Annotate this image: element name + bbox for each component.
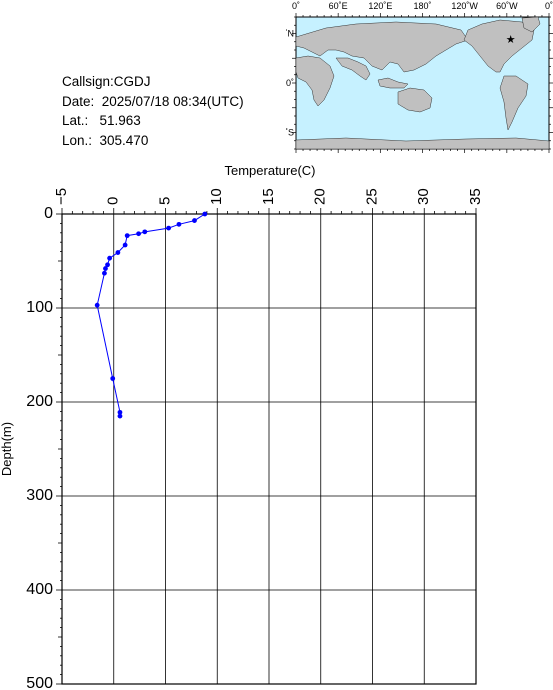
- profile-point: [136, 231, 141, 237]
- y-tick-label: 400: [26, 581, 53, 598]
- map-longitude-label: 60˚E: [329, 1, 348, 11]
- profile-point: [107, 255, 113, 261]
- location-map: 0˚ 60˚E 120˚E 180˚ 120˚W 60˚W 0˚ 60˚N 0˚ 60˚S ★: [274, 0, 553, 160]
- land-indonesia: [377, 77, 409, 89]
- profile-point: [103, 266, 108, 271]
- x-tick-label: 0: [105, 197, 122, 205]
- x-axis-label: Temperature(C): [224, 163, 315, 178]
- map-longitude-label: 0˚: [292, 1, 300, 11]
- map-longitude-label: 180˚: [413, 1, 431, 11]
- profile-point: [124, 233, 130, 239]
- longitude-line: Lon.: 305.470: [62, 132, 149, 148]
- map-longitude-label: 120˚W: [451, 1, 478, 11]
- y-axis-label: Depth(m): [0, 422, 14, 476]
- land-north-america: [463, 19, 535, 73]
- x-tick-label: −5: [53, 188, 70, 205]
- date-line: Date: 2025/07/18 08:34(UTC): [62, 93, 244, 109]
- map-land: [295, 16, 550, 150]
- profile-point: [102, 270, 107, 276]
- x-tick-label: 5: [156, 197, 173, 205]
- axis-ticks: [56, 208, 477, 685]
- y-tick-labels: 0 100 200 300 400 500: [26, 205, 53, 690]
- map-longitude-label: 120˚E: [368, 1, 392, 11]
- world-map: 0˚ 60˚E 120˚E 180˚ 120˚W 60˚W 0˚ 60˚N 0˚ 60˚S ★: [274, 1, 553, 153]
- land-australia: [397, 87, 433, 113]
- x-tick-label: 20: [312, 188, 329, 205]
- profile-point: [117, 409, 123, 415]
- profile-point: [142, 229, 148, 235]
- map-frame-ticks: [292, 13, 553, 153]
- x-tick-labels: −5 0 5 10 15 20 25 30 35: [53, 188, 484, 205]
- y-tick-label: 300: [26, 487, 53, 504]
- map-longitude-label: 0˚: [545, 1, 553, 11]
- profile-point: [115, 250, 121, 255]
- profile-point: [117, 413, 123, 419]
- profile-point: [94, 302, 100, 308]
- land-south-america: [499, 75, 529, 131]
- x-tick-label: 10: [208, 188, 225, 205]
- callsign-line: Callsign:CGDJ: [62, 74, 151, 89]
- profile-point: [176, 221, 182, 227]
- map-latitude-label: 0˚: [286, 78, 294, 88]
- land-greenland: [521, 16, 541, 33]
- temperature-profile-line: [96, 213, 206, 417]
- y-tick-label: 100: [26, 299, 53, 316]
- y-tick-label: 500: [26, 675, 53, 690]
- station-info: Callsign:CGDJ Date: 2025/07/18 08:34(UTC…: [62, 72, 244, 150]
- land-africa: [295, 55, 335, 107]
- land-eurasia: [295, 21, 469, 73]
- x-tick-label: 30: [415, 188, 432, 205]
- chart-grid: [61, 213, 477, 685]
- latitude-line: Lat.: 51.963: [62, 113, 141, 128]
- profile-point: [192, 218, 197, 223]
- station-marker: ★: [506, 34, 516, 46]
- map-latitude-label: 60˚N: [286, 29, 294, 39]
- x-tick-label: 15: [260, 188, 277, 205]
- map-longitude-label: 60˚W: [496, 1, 518, 11]
- profile-point: [110, 376, 116, 381]
- profile-point: [105, 262, 110, 268]
- y-tick-label: 200: [26, 393, 53, 410]
- x-tick-label: 35: [467, 188, 484, 205]
- x-tick-label: 25: [363, 188, 380, 205]
- y-tick-label: 0: [44, 205, 53, 222]
- map-latitude-label: 60˚S: [286, 128, 294, 138]
- temperature-profile-points: [94, 211, 208, 419]
- profile-point: [166, 225, 172, 231]
- land-india: [335, 57, 371, 81]
- profile-point: [122, 242, 128, 248]
- profile-point: [202, 211, 208, 217]
